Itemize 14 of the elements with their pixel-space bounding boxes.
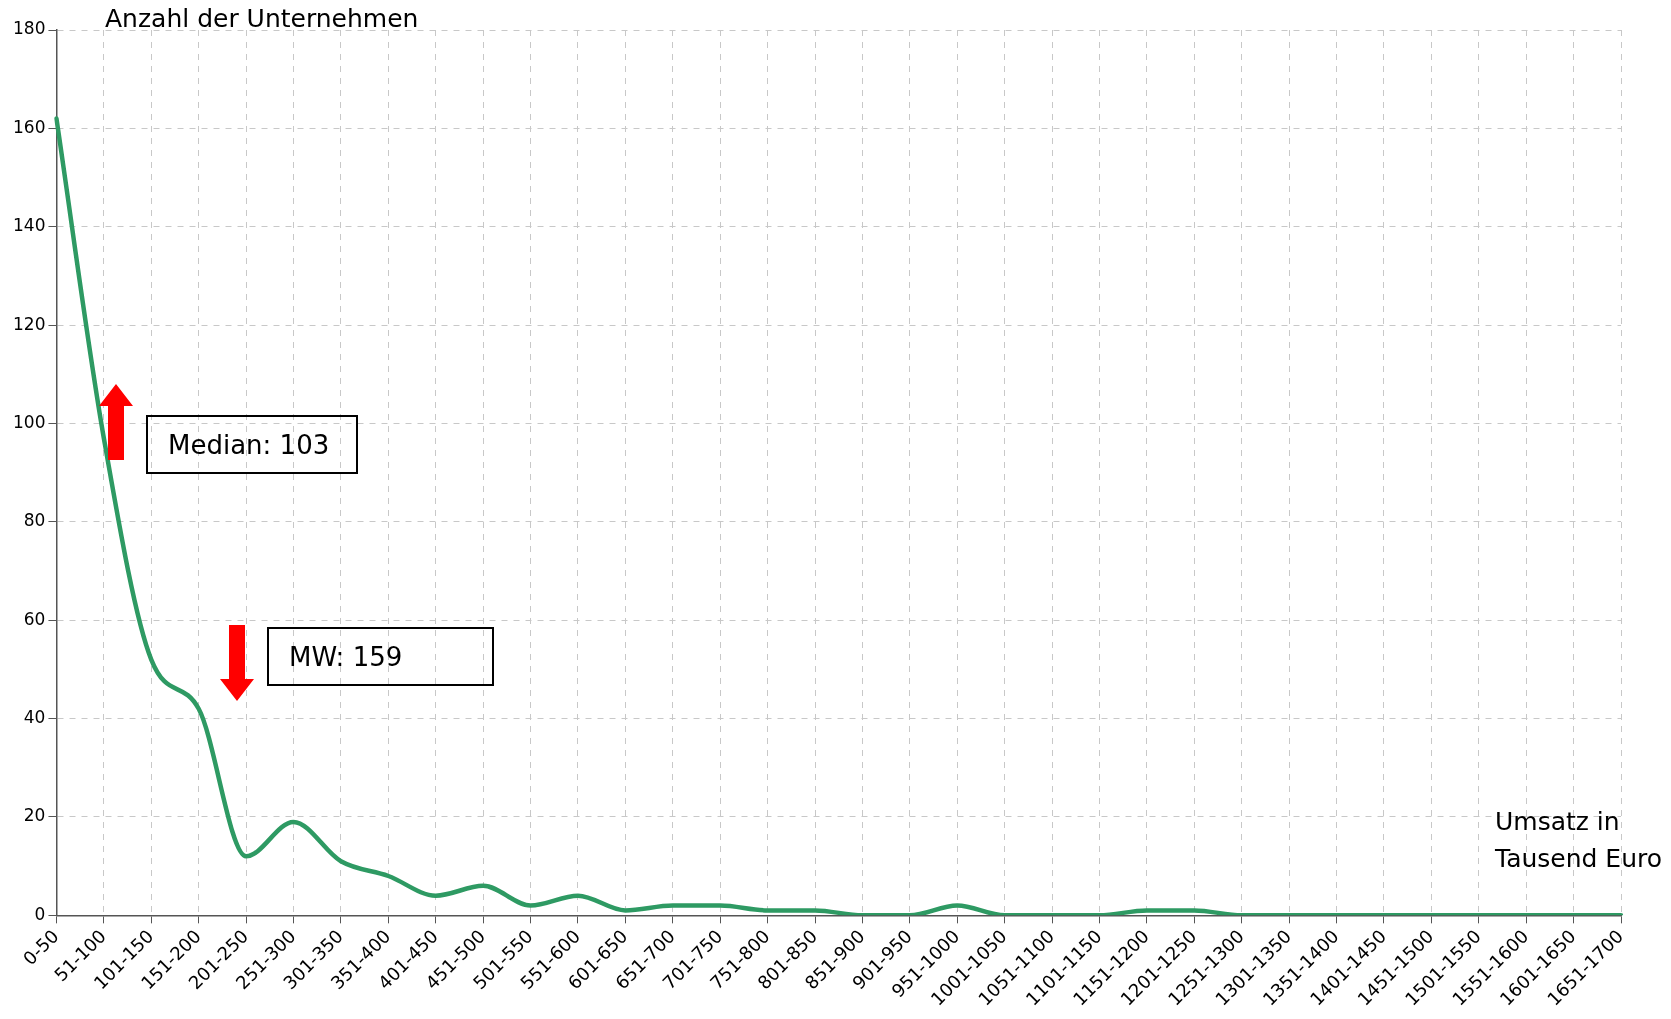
y-tick-label: 60: [23, 608, 46, 629]
y-tick-label: 160: [12, 116, 46, 137]
annotation: MW: 159: [267, 627, 494, 686]
y-tick-label: 100: [12, 411, 46, 432]
y-tick-label: 180: [12, 18, 46, 39]
y-axis-title: Anzahl der Unternehmen: [105, 4, 419, 33]
y-tick-label: 120: [12, 313, 46, 334]
y-tick-label: 20: [23, 805, 46, 826]
y-tick-label: 140: [12, 215, 46, 236]
y-tick-label: 0: [34, 903, 46, 924]
x-axis-title: Umsatz in Tausend Euro: [1495, 806, 1664, 875]
annotation: Median: 103: [146, 415, 358, 474]
y-tick-label: 80: [23, 510, 46, 531]
y-tick-label: 40: [23, 707, 46, 728]
